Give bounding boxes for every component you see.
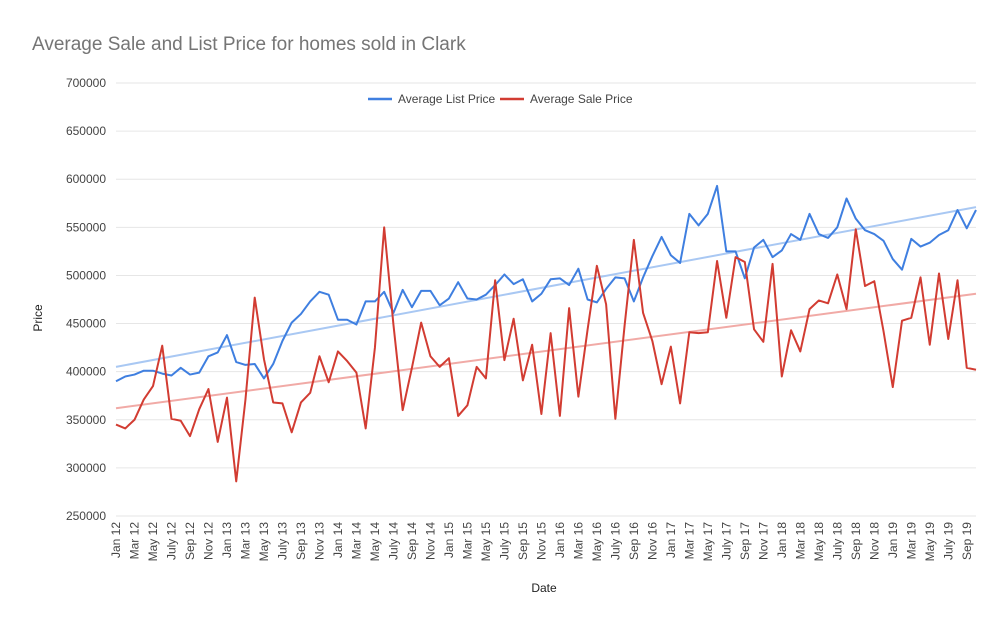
x-tick-label: Sep 13: [294, 522, 308, 560]
x-tick-label: Mar 16: [571, 522, 585, 560]
y-tick-label: 450000: [66, 317, 106, 331]
x-tick-label: May 18: [812, 522, 826, 562]
y-tick-label: 250000: [66, 509, 106, 523]
x-tick-label: Jan 17: [664, 522, 678, 558]
x-tick-label: May 17: [701, 522, 715, 562]
chart-title: Average Sale and List Price for homes so…: [32, 34, 466, 55]
x-tick-label: Jan 16: [553, 522, 567, 558]
x-tick-label: Jan 19: [886, 522, 900, 558]
x-tick-label: Sep 12: [183, 522, 197, 560]
x-tick-label: July 14: [386, 522, 400, 560]
x-tick-label: Mar 13: [238, 522, 252, 560]
x-tick-label: Sep 14: [405, 522, 419, 560]
series-lines: [115, 184, 977, 483]
x-axis-ticks: Jan 12 Mar 12 May 12 July 12 Sep 12 Nov 12 Jan…: [109, 522, 974, 562]
x-tick-label: Jan 12: [109, 522, 123, 558]
x-tick-label: Nov 15: [534, 522, 548, 560]
x-tick-label: Mar 15: [460, 522, 474, 560]
x-tick-label: Sep 18: [849, 522, 863, 560]
y-tick-label: 600000: [66, 172, 106, 186]
y-tick-label: 550000: [66, 220, 106, 234]
x-tick-label: Nov 13: [312, 522, 326, 560]
legend-label-sale-price: Average Sale Price: [530, 92, 633, 106]
x-tick-label: Jan 15: [442, 522, 456, 558]
x-tick-label: Nov 17: [756, 522, 770, 560]
x-tick-label: Mar 12: [127, 522, 141, 560]
x-tick-label: Mar 14: [349, 522, 363, 560]
x-tick-label: May 12: [146, 522, 160, 562]
x-tick-label: Nov 12: [201, 522, 215, 560]
x-tick-label: July 16: [608, 522, 622, 560]
x-tick-label: May 13: [257, 522, 271, 562]
y-tick-label: 700000: [66, 76, 106, 90]
x-tick-label: May 14: [368, 522, 382, 562]
x-tick-label: July 17: [719, 522, 733, 560]
legend: Average List Price Average Sale Price: [368, 92, 633, 106]
y-tick-label: 300000: [66, 461, 106, 475]
x-tick-label: July 19: [941, 522, 955, 560]
y-axis-title: Price: [31, 304, 45, 332]
x-tick-label: Jan 18: [775, 522, 789, 558]
legend-label-list-price: Average List Price: [398, 92, 495, 106]
x-tick-label: Jan 13: [220, 522, 234, 558]
x-tick-label: July 15: [497, 522, 511, 560]
x-tick-label: July 12: [164, 522, 178, 560]
x-tick-label: Sep 19: [960, 522, 974, 560]
x-axis-title: Date: [531, 581, 557, 595]
x-tick-label: Nov 16: [645, 522, 659, 560]
x-tick-label: Nov 18: [867, 522, 881, 560]
x-tick-label: Nov 14: [423, 522, 437, 560]
x-tick-label: July 18: [830, 522, 844, 560]
x-tick-label: May 15: [479, 522, 493, 562]
y-tick-label: 350000: [66, 413, 106, 427]
y-axis-ticks: 250000 300000 350000 400000 450000 500000 5500…: [66, 76, 106, 523]
x-tick-label: July 13: [275, 522, 289, 560]
x-tick-label: Sep 16: [627, 522, 641, 560]
x-tick-label: Mar 17: [682, 522, 696, 560]
x-tick-label: Sep 17: [738, 522, 752, 560]
x-tick-label: May 16: [590, 522, 604, 562]
series-line-list-price: [115, 184, 977, 383]
x-tick-label: Mar 19: [904, 522, 918, 560]
y-tick-label: 400000: [66, 365, 106, 379]
x-tick-label: Jan 14: [331, 522, 345, 558]
trendline-sale-price: [115, 292, 977, 410]
x-tick-label: May 19: [923, 522, 937, 562]
x-tick-label: Sep 15: [516, 522, 530, 560]
x-tick-label: Mar 18: [793, 522, 807, 560]
y-tick-label: 500000: [66, 268, 106, 282]
y-tick-label: 650000: [66, 124, 106, 138]
series-line-sale-price: [115, 226, 977, 483]
